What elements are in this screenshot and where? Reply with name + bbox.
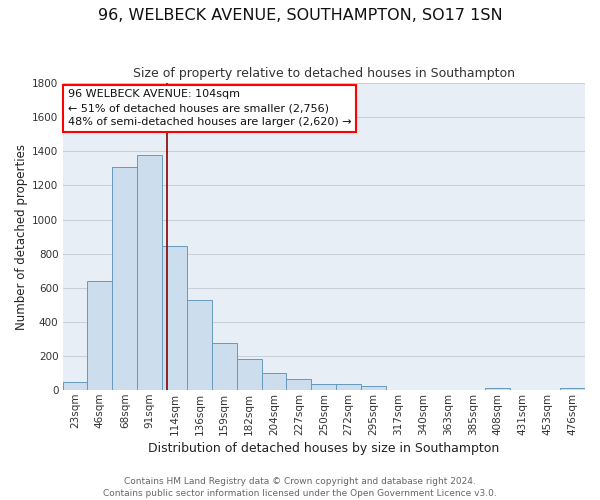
Bar bbox=[560, 388, 585, 390]
Bar bbox=[137, 154, 162, 390]
Title: Size of property relative to detached houses in Southampton: Size of property relative to detached ho… bbox=[133, 68, 515, 80]
Bar bbox=[88, 281, 112, 390]
Text: 96 WELBECK AVENUE: 104sqm
← 51% of detached houses are smaller (2,756)
48% of se: 96 WELBECK AVENUE: 104sqm ← 51% of detac… bbox=[68, 89, 352, 127]
Bar bbox=[311, 384, 336, 390]
Bar bbox=[187, 300, 212, 390]
Bar bbox=[336, 384, 361, 390]
Bar bbox=[112, 166, 137, 390]
X-axis label: Distribution of detached houses by size in Southampton: Distribution of detached houses by size … bbox=[148, 442, 499, 455]
Text: Contains HM Land Registry data © Crown copyright and database right 2024.
Contai: Contains HM Land Registry data © Crown c… bbox=[103, 476, 497, 498]
Bar bbox=[237, 358, 262, 390]
Bar bbox=[212, 343, 237, 390]
Text: 96, WELBECK AVENUE, SOUTHAMPTON, SO17 1SN: 96, WELBECK AVENUE, SOUTHAMPTON, SO17 1S… bbox=[98, 8, 502, 22]
Bar bbox=[62, 382, 88, 390]
Bar bbox=[286, 379, 311, 390]
Bar bbox=[361, 386, 386, 390]
Bar bbox=[262, 373, 286, 390]
Y-axis label: Number of detached properties: Number of detached properties bbox=[15, 144, 28, 330]
Bar bbox=[485, 388, 511, 390]
Bar bbox=[162, 246, 187, 390]
